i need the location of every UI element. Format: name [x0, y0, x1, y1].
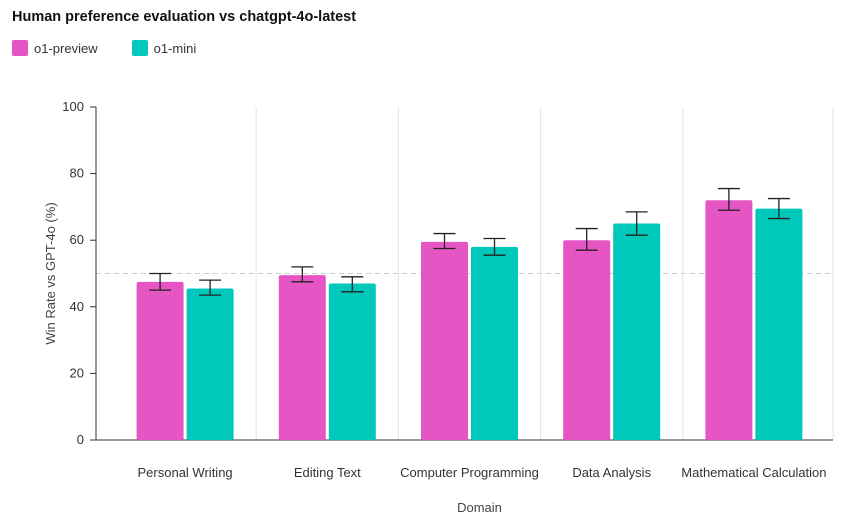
bar-o1-mini-3 [613, 223, 661, 440]
y-tick-label: 0 [77, 432, 84, 447]
x-axis-label: Domain [457, 500, 502, 515]
x-tick-label: Mathematical Calculation [681, 465, 826, 480]
y-tick-label: 20 [70, 365, 84, 380]
bar-o1-preview-2 [421, 241, 468, 440]
y-tick-label: 40 [70, 299, 84, 314]
x-tick-label: Editing Text [294, 465, 361, 480]
x-tick-label: Computer Programming [400, 465, 539, 480]
y-axis-label: Win Rate vs GPT-4o (%) [43, 202, 58, 344]
y-tick-label: 80 [70, 166, 84, 181]
legend: o1-preview o1-mini [12, 40, 196, 56]
bar-o1-preview-4 [705, 200, 753, 440]
y-tick-label: 100 [62, 99, 84, 114]
chart-title: Human preference evaluation vs chatgpt-4… [12, 9, 357, 25]
legend-label-o1-mini: o1-mini [153, 40, 197, 56]
x-tick-label: Data Analysis [572, 465, 651, 480]
legend-item-o1-preview: o1-preview [12, 40, 98, 56]
bar-o1-mini-0 [186, 288, 234, 440]
bar-o1-mini-4 [755, 208, 803, 440]
x-tick-label: Personal Writing [138, 465, 233, 480]
y-tick-label: 60 [70, 232, 84, 247]
legend-item-o1-mini: o1-mini [131, 40, 197, 56]
bar-o1-mini-1 [328, 283, 376, 440]
legend-swatch-o1-preview [12, 40, 28, 56]
bar-o1-preview-1 [278, 275, 326, 440]
bar-o1-mini-2 [471, 246, 518, 440]
legend-swatch-o1-mini [131, 40, 148, 56]
legend-label-o1-preview: o1-preview [34, 40, 98, 56]
bar-o1-preview-3 [563, 240, 611, 440]
bar-o1-preview-0 [136, 281, 184, 440]
